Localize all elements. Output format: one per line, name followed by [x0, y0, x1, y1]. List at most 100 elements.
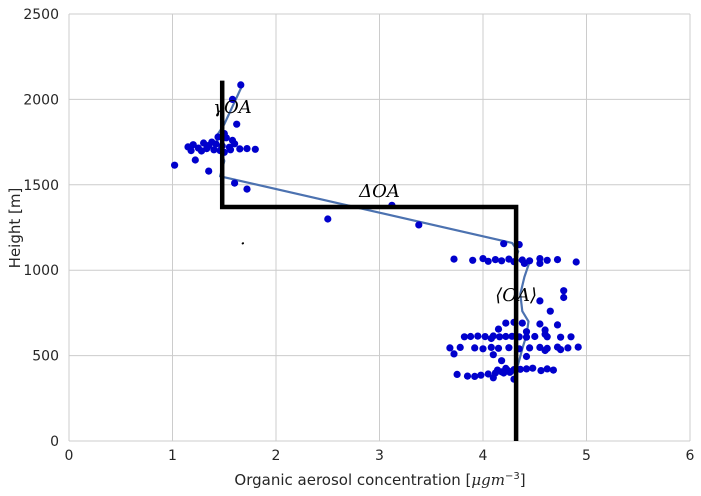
- data-point: [484, 257, 492, 265]
- x-axis-label: Organic aerosol concentration [μgm−3]: [234, 471, 525, 489]
- data-point: [474, 332, 482, 340]
- x-tick-labels: 0 1 2 3 4 5 6: [65, 448, 695, 464]
- data-point: [536, 320, 544, 328]
- data-point: [481, 333, 489, 341]
- data-point: [237, 81, 245, 89]
- data-point: [560, 293, 568, 302]
- data-point: [543, 333, 551, 341]
- data-point: [557, 333, 565, 341]
- data-point: [522, 365, 531, 373]
- data-point: [505, 344, 513, 352]
- x-tick-label: 4: [479, 448, 488, 464]
- data-point: [450, 350, 458, 358]
- data-point: [500, 240, 508, 248]
- data-point: [324, 215, 332, 223]
- data-point: [453, 370, 461, 378]
- data-point: [520, 259, 529, 267]
- y-tick-label: 0: [50, 434, 59, 450]
- annotation: ⟨OA⟩: [495, 285, 537, 306]
- data-point: [498, 257, 506, 265]
- data-point: [226, 146, 235, 154]
- y-tick-label: 1500: [23, 178, 59, 194]
- data-point: [471, 344, 479, 352]
- x-tick-label: 6: [686, 448, 695, 464]
- data-point: [479, 345, 487, 353]
- y-tick-label: 2500: [23, 7, 59, 23]
- data-point: [549, 366, 558, 374]
- data-point: [574, 343, 582, 351]
- mixed-layer-model-path: [219, 80, 519, 441]
- data-point: [522, 352, 531, 361]
- data-point: [518, 319, 526, 327]
- data-point: [205, 167, 213, 175]
- data-point: [553, 256, 562, 264]
- data-point: [516, 365, 524, 373]
- data-point: [508, 332, 516, 340]
- data-point: [415, 221, 423, 229]
- data-point: [212, 140, 220, 148]
- data-point: [446, 344, 454, 352]
- data-point: [210, 146, 218, 154]
- data-point: [502, 319, 510, 327]
- data-point: [469, 256, 477, 264]
- data-point: [222, 134, 230, 142]
- data-point: [214, 133, 222, 141]
- data-point: [536, 297, 544, 305]
- data-point: [484, 370, 492, 378]
- data-point: [522, 328, 531, 336]
- data-point: [191, 156, 199, 164]
- data-point: [536, 259, 544, 267]
- data-point: [531, 332, 539, 341]
- data-point: [463, 372, 472, 380]
- x-tick-label: 5: [582, 448, 591, 464]
- data-point: [236, 145, 244, 153]
- data-point: [543, 256, 551, 264]
- data-point: [491, 256, 499, 264]
- data-point: [537, 367, 545, 375]
- annotation: γOA: [213, 97, 252, 118]
- data-point: [502, 332, 510, 341]
- data-point: [471, 372, 479, 380]
- data-point: [546, 307, 554, 315]
- data-point: [522, 333, 531, 341]
- data-point: [171, 161, 179, 169]
- x-tick-label: 3: [375, 448, 384, 464]
- x-tick-label: 2: [272, 448, 281, 464]
- data-point: [251, 145, 259, 153]
- data-point: [231, 140, 239, 148]
- mixed-layer-model-line: [219, 80, 519, 441]
- data-point: [493, 366, 502, 374]
- data-point: [529, 364, 537, 372]
- y-tick-label: 500: [32, 349, 59, 365]
- data-point: [243, 145, 251, 153]
- annotation: ΔOA: [358, 181, 400, 202]
- data-point: [243, 185, 251, 193]
- data-point: [477, 371, 485, 379]
- data-point: [231, 179, 239, 187]
- grid: [68, 13, 691, 442]
- data-point: [456, 343, 464, 351]
- data-point: [560, 287, 568, 295]
- data-point: [233, 120, 241, 128]
- data-point: [543, 365, 551, 373]
- annotation: ·: [240, 234, 246, 255]
- data-point: [489, 374, 497, 382]
- data-point: [541, 346, 549, 355]
- data-point: [460, 333, 468, 341]
- data-point: [467, 332, 475, 341]
- data-point: [197, 147, 206, 155]
- annotations: γOA ΔOA ⟨OA⟩ ·: [213, 97, 537, 306]
- x-tick-label: 0: [65, 448, 74, 464]
- data-point: [567, 333, 575, 341]
- data-point: [494, 325, 503, 333]
- data-point: [496, 333, 504, 341]
- y-tick-label: 1000: [23, 263, 59, 279]
- data-point: [487, 343, 495, 351]
- data-point: [187, 147, 195, 155]
- data-point: [536, 343, 544, 351]
- data-point: [553, 321, 562, 329]
- y-axis-label: Height [m]: [6, 188, 24, 269]
- data-point: [228, 95, 237, 103]
- data-point: [489, 332, 497, 340]
